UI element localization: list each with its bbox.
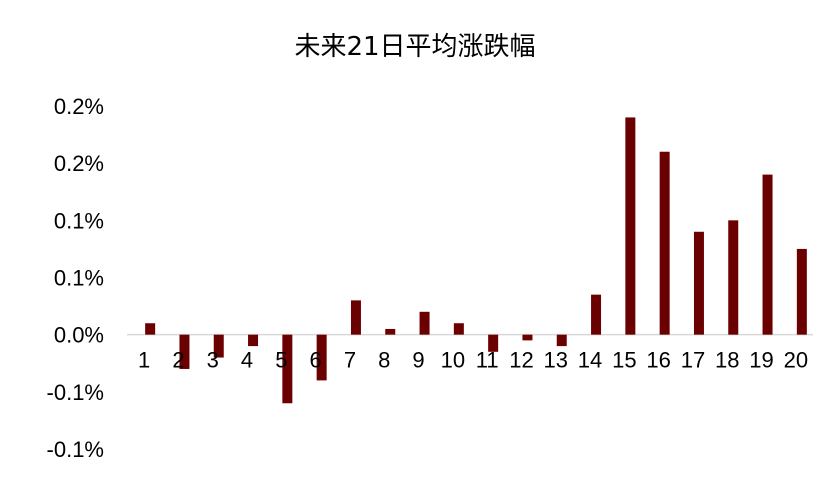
x-tick-label: 4 <box>241 348 253 373</box>
x-axis-tick-labels: 1 2 3 4 5 6 7 8 9 10 11 12 13 14 15 16 17 18 19 20 <box>138 348 808 373</box>
x-tick-label: 9 <box>412 348 424 373</box>
bar <box>179 334 190 369</box>
x-tick-label: 11 <box>476 348 499 373</box>
y-axis-tick-labels: 0.2% 0.2% 0.1% 0.1% 0.0% -0.1% -0.1% <box>47 94 104 462</box>
x-tick-label: 17 <box>681 348 705 373</box>
x-tick-label: 8 <box>378 348 390 373</box>
y-tick-label: -0.1% <box>47 437 104 462</box>
bar <box>316 334 327 381</box>
x-tick-label: 1 <box>138 348 150 373</box>
bar <box>350 300 361 335</box>
y-tick-label: 0.2% <box>54 151 104 176</box>
bar <box>591 294 602 335</box>
x-tick-label: 7 <box>344 348 356 373</box>
bar <box>419 311 430 335</box>
x-tick-label: 10 <box>441 348 465 373</box>
bar <box>659 151 670 335</box>
x-tick-label: 16 <box>646 348 670 373</box>
bar <box>625 117 636 335</box>
bar <box>693 231 704 335</box>
bar-series <box>145 117 807 404</box>
x-tick-label: 2 <box>172 348 184 373</box>
bar <box>145 323 156 335</box>
x-tick-label: 20 <box>784 348 808 373</box>
y-tick-label: 0.1% <box>54 208 104 233</box>
bar <box>762 174 773 335</box>
x-tick-label: 13 <box>544 348 568 373</box>
y-tick-label: 0.2% <box>54 94 104 119</box>
bar <box>488 334 499 352</box>
x-tick-label: 19 <box>749 348 773 373</box>
bar <box>385 328 396 335</box>
bar <box>556 334 567 347</box>
x-tick-label: 6 <box>310 348 322 373</box>
x-tick-label: 12 <box>509 348 533 373</box>
bar <box>728 220 739 335</box>
y-tick-label: 0.0% <box>54 323 104 348</box>
bar <box>282 334 293 404</box>
bar <box>248 334 259 347</box>
y-tick-label: 0.1% <box>54 266 104 291</box>
chart-title: 未来21日平均涨跌幅 <box>294 32 536 62</box>
bar <box>213 334 224 358</box>
x-tick-label: 14 <box>578 348 602 373</box>
x-tick-label: 5 <box>275 348 287 373</box>
bar <box>522 334 533 341</box>
x-tick-label: 18 <box>715 348 739 373</box>
bar <box>453 323 464 335</box>
y-tick-label: -0.1% <box>47 380 104 405</box>
bar <box>796 248 807 335</box>
x-tick-label: 3 <box>207 348 219 373</box>
x-tick-label: 15 <box>612 348 636 373</box>
